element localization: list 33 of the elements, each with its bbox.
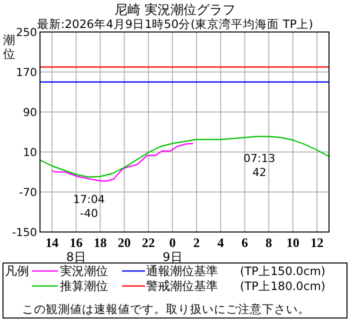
x-tick-label: 2	[193, 235, 200, 250]
annotation: 07:13 42	[244, 152, 276, 179]
legend-label: 推算潮位	[60, 279, 108, 293]
x-tick-label: 0 9日	[162, 235, 182, 264]
legend-title: 凡例	[5, 264, 29, 278]
chart-subtitle: 最新:2026年4月9日1時50分(東京湾平均海面 TP上)	[36, 17, 314, 31]
text: (TP上150.0cm)	[240, 264, 326, 278]
x-tick-label: 8	[266, 235, 273, 250]
x-tick-label: 6	[241, 235, 248, 250]
line-series	[39, 136, 330, 178]
text: この観測値は速報値です。取り扱いにご注意下さい。	[22, 302, 310, 316]
chart-title: 尼崎 実況潮位グラフ	[114, 2, 236, 18]
legend-label: 警戒潮位基準	[146, 279, 218, 293]
y-tick-label: 250	[16, 26, 37, 39]
legend-label: 実況潮位	[60, 264, 108, 278]
x-tick-label: 16 8日	[66, 235, 86, 264]
text: (TP上180.0cm)	[240, 279, 326, 293]
annotation: 17:04 -40	[73, 193, 105, 220]
y-tick-label: 10	[23, 146, 37, 159]
x-tick-label: 10	[286, 235, 300, 250]
legend-label: 通報潮位基準	[146, 264, 218, 278]
y-tick-label: -70	[19, 186, 37, 199]
x-tick-label: 22	[142, 235, 155, 250]
x-tick-label: 20	[118, 235, 131, 250]
x-tick-label: 4	[217, 235, 224, 250]
x-tick-label: 18	[94, 235, 108, 250]
line-series	[51, 142, 194, 182]
y-tick-label: 170	[16, 66, 37, 79]
y-tick-label: 90	[23, 106, 37, 119]
x-tick-label: 14	[46, 235, 60, 250]
y-tick-label: -150	[12, 226, 37, 239]
x-tick-label: 12	[310, 235, 324, 250]
y-axis-title: 潮位	[3, 33, 15, 61]
